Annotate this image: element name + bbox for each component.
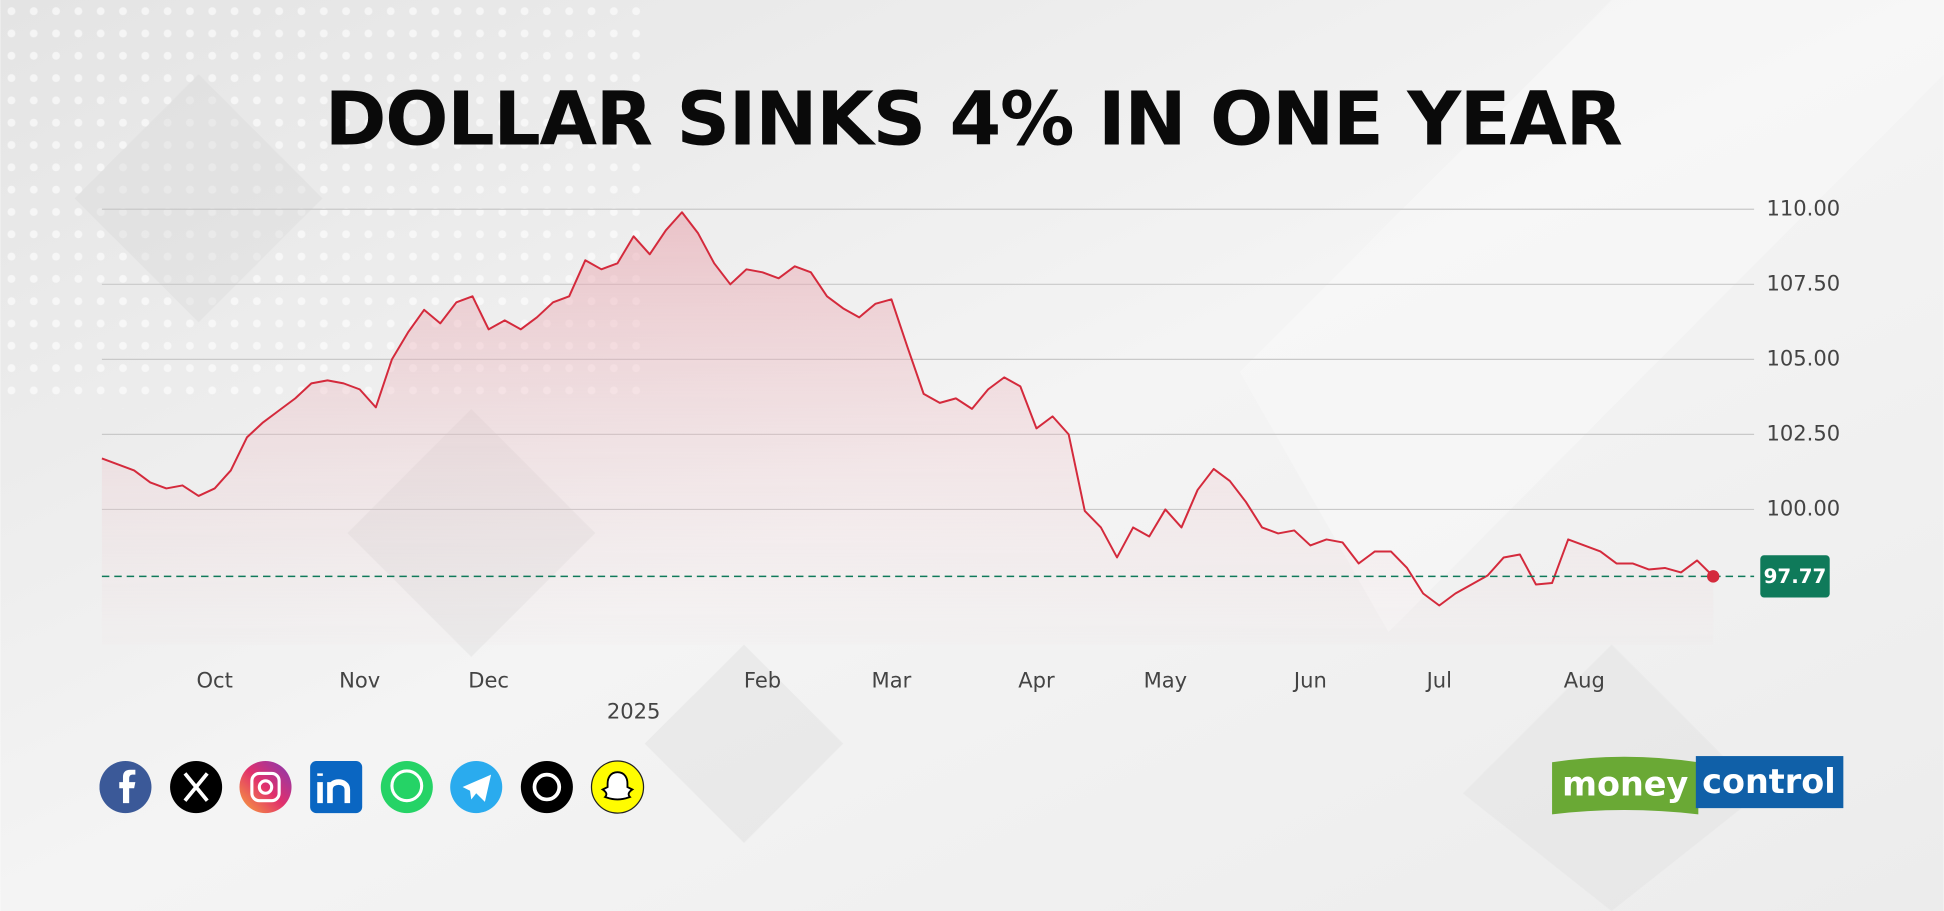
x-tick-label: Apr — [1018, 668, 1055, 693]
current-value-label: 97.77 — [1764, 565, 1827, 588]
x-tick-label: Feb — [744, 668, 781, 693]
threads-icon[interactable] — [520, 761, 573, 814]
instagram-icon[interactable] — [239, 761, 292, 814]
telegram-glyph — [462, 774, 492, 802]
instagram-glyph — [257, 779, 274, 795]
x-tick-label: Oct — [196, 668, 232, 693]
y-tick-label: 107.50 — [1766, 270, 1840, 295]
chart-title: DOLLAR SINKS 4% IN ONE YEAR — [325, 75, 1622, 162]
logo-right-bg — [1695, 756, 1844, 809]
last-point — [1706, 570, 1720, 583]
logo: money control — [1552, 756, 1844, 815]
logo-text: money — [1562, 764, 1688, 803]
y-tick-label: 100.00 — [1766, 495, 1840, 520]
x-tick-label: Aug — [1564, 668, 1605, 693]
current-value-box — [1760, 555, 1830, 598]
logo-left-bg — [1552, 756, 1699, 815]
y-tick-label: 110.00 — [1766, 195, 1840, 220]
y-tick-label: 105.00 — [1766, 345, 1840, 370]
instagram-glyph — [250, 771, 281, 803]
line — [101, 211, 1714, 607]
logo-text: control — [1702, 762, 1836, 801]
snapchat-glyph — [600, 771, 635, 801]
x-glyph — [183, 772, 209, 802]
x-tick-label: Jul — [1425, 668, 1452, 693]
threads-glyph — [532, 772, 562, 802]
facebook-glyph — [119, 769, 136, 804]
x-tick-label: Jun — [1292, 668, 1327, 693]
linkedin-glyph — [317, 773, 351, 804]
social-icons — [99, 760, 645, 814]
x-tick-label: 2025 — [607, 699, 661, 724]
whatsapp-glyph — [390, 769, 424, 803]
plot-area: 100.00 102.50 105.00 107.50 110.00 Oct Nov Dec 2… — [101, 195, 1840, 724]
x-tick-label: Mar — [872, 668, 912, 693]
x-tick-label: Nov — [339, 668, 380, 693]
whatsapp-icon[interactable] — [380, 761, 433, 814]
y-tick-label: 102.50 — [1766, 420, 1840, 445]
x-tick-label: May — [1144, 668, 1188, 693]
x-tick-label: Dec — [468, 668, 509, 693]
